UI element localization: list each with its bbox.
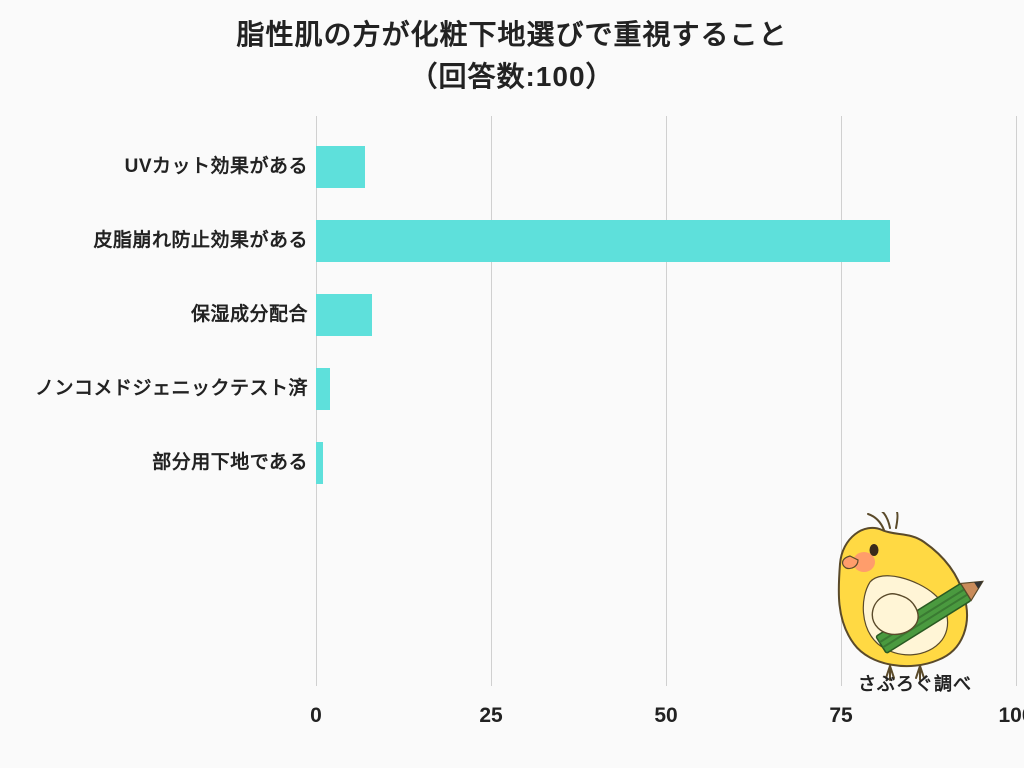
- bar: [316, 368, 330, 410]
- bar-label: UVカット効果がある: [8, 146, 308, 188]
- chart-title: 脂性肌の方が化粧下地選びで重視すること （回答数:100）: [0, 0, 1024, 98]
- x-tick-label: 50: [654, 704, 677, 728]
- x-tick-label: 100: [998, 704, 1024, 728]
- bar-row: 皮脂崩れ防止効果がある: [0, 220, 1024, 262]
- mascot-illustration: [824, 512, 984, 682]
- bar-label: 部分用下地である: [8, 442, 308, 484]
- bar-row: ノンコメドジェニックテスト済: [0, 368, 1024, 410]
- bar-row: 部分用下地である: [0, 442, 1024, 484]
- title-line-2: （回答数:100）: [0, 56, 1024, 98]
- bar-row: UVカット効果がある: [0, 146, 1024, 188]
- x-tick-label: 25: [479, 704, 502, 728]
- title-line-1: 脂性肌の方が化粧下地選びで重視すること: [0, 14, 1024, 56]
- credit-text: さぶろぐ調べ: [858, 670, 972, 696]
- x-tick-label: 75: [829, 704, 852, 728]
- x-axis: 0 25 50 75 100: [0, 704, 1024, 744]
- bar-label: ノンコメドジェニックテスト済: [8, 368, 308, 410]
- bar-label: 保湿成分配合: [8, 294, 308, 336]
- x-tick-label: 0: [310, 704, 322, 728]
- bar-label: 皮脂崩れ防止効果がある: [8, 220, 308, 262]
- bar: [316, 220, 890, 262]
- bar: [316, 442, 323, 484]
- bar: [316, 294, 372, 336]
- bar: [316, 146, 365, 188]
- bar-row: 保湿成分配合: [0, 294, 1024, 336]
